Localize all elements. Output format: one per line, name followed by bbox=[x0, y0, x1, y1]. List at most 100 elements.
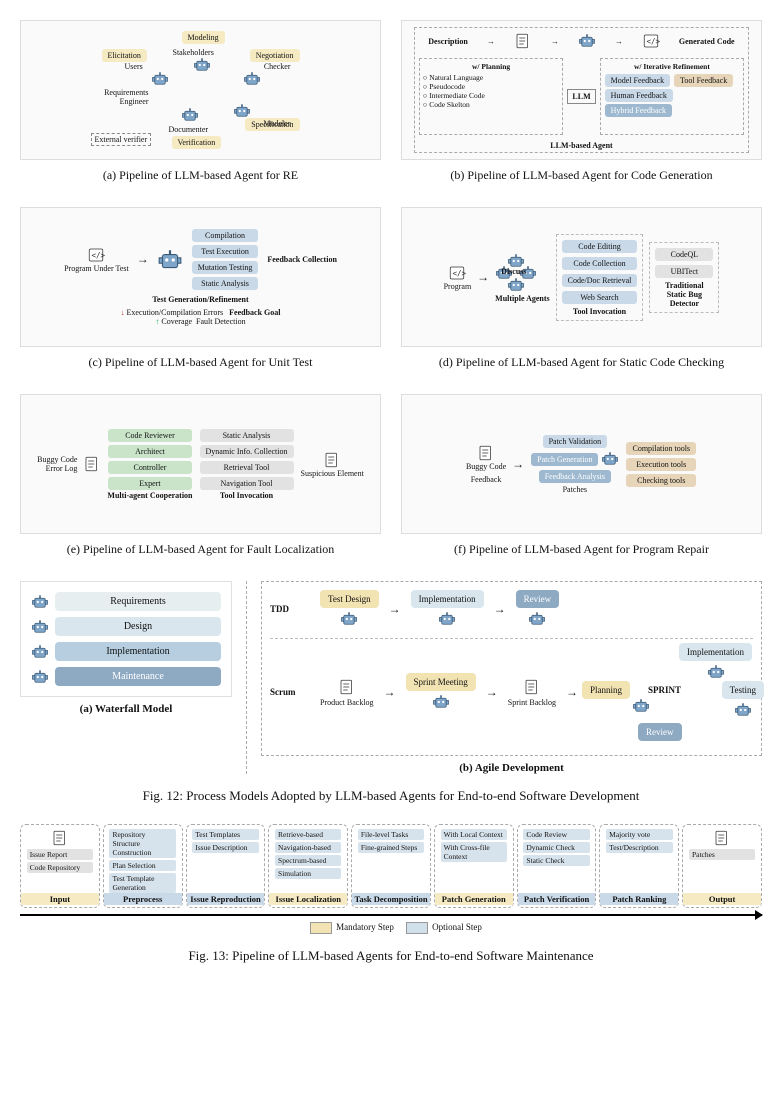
pipeline-step-title: Patch Generation bbox=[435, 893, 513, 905]
tdd-step: Test Design bbox=[320, 590, 379, 608]
pipeline-step: Majority voteTest/DescriptionPatch Ranki… bbox=[599, 824, 679, 908]
pipeline-item: With Local Context bbox=[441, 829, 507, 840]
robot-icon bbox=[528, 610, 546, 628]
robot-icon bbox=[31, 668, 49, 686]
scrum-step: Sprint Meeting bbox=[406, 673, 476, 691]
re-role: Documenter bbox=[169, 125, 209, 134]
panel-caption: (d) Pipeline of LLM-based Agent for Stat… bbox=[401, 355, 762, 370]
robot-icon bbox=[432, 693, 450, 711]
pipeline-item: Code Review bbox=[523, 829, 589, 840]
pipeline-step-title: Patch Ranking bbox=[600, 893, 678, 905]
refine-title: w/ Iterative Refinement bbox=[604, 62, 741, 71]
pipeline-step-title: Issue Localization bbox=[269, 893, 347, 905]
fig12: Requirements Design Implementation Maint… bbox=[20, 581, 762, 774]
robot-icon bbox=[578, 32, 596, 50]
tdd-step: Review bbox=[516, 590, 560, 608]
code-icon bbox=[87, 246, 105, 264]
label: Feedback Collection bbox=[267, 255, 337, 264]
feedback-item: Compilation bbox=[192, 229, 259, 242]
sprint-step: Review bbox=[638, 723, 682, 741]
pipeline-step-title: Preprocess bbox=[104, 893, 182, 905]
pipeline-item: Navigation-based bbox=[275, 842, 341, 853]
robot-icon bbox=[233, 102, 251, 120]
label: Patches bbox=[563, 485, 587, 494]
tool-item: Dynamic Info. Collection bbox=[200, 445, 294, 458]
label: Sprint Backlog bbox=[508, 698, 556, 707]
label: Scrum bbox=[270, 687, 310, 697]
tool-item: Execution tools bbox=[626, 458, 696, 471]
re-role: Stakeholders bbox=[173, 48, 214, 57]
legend-optional: Optional Step bbox=[432, 922, 482, 932]
label: Test Generation/Refinement bbox=[152, 295, 248, 304]
robot-icon bbox=[31, 643, 49, 661]
robot-icon bbox=[151, 70, 169, 88]
tool-item: Navigation Tool bbox=[200, 477, 294, 490]
sprint-step: Testing bbox=[722, 681, 764, 699]
panel-f: Buggy Code Feedback → Patch Validation P… bbox=[401, 394, 762, 571]
legend-mandatory: Mandatory Step bbox=[336, 922, 394, 932]
refine-item: Model Feedback bbox=[605, 74, 671, 87]
label: Program bbox=[444, 282, 472, 291]
robot-icon bbox=[31, 618, 49, 636]
pipeline-item: Plan Selection bbox=[109, 860, 175, 871]
input-label: Buggy Code bbox=[37, 455, 77, 464]
panel-c: Program Under Test → Compilation Test Ex… bbox=[20, 207, 381, 384]
label: Multiple Agents bbox=[495, 294, 549, 303]
label: Program Under Test bbox=[64, 264, 129, 273]
refine-item: Hybrid Feedback bbox=[605, 104, 672, 117]
goal-good: Fault Detection bbox=[196, 317, 246, 326]
label: Tool Invocation bbox=[199, 491, 295, 500]
label: TDD bbox=[270, 604, 310, 614]
pipeline-panels: Modeling Negotiation Specification Verif… bbox=[20, 20, 762, 571]
role-item: Expert bbox=[108, 477, 191, 490]
role-item: Code Reviewer bbox=[108, 429, 191, 442]
panel-caption: (a) Pipeline of LLM-based Agent for RE bbox=[20, 168, 381, 183]
label: Buggy Code bbox=[466, 462, 506, 471]
pipeline-step-title: Input bbox=[21, 893, 99, 905]
pipeline-step-title: Patch Verification bbox=[518, 893, 596, 905]
re-stage: Elicitation bbox=[102, 49, 147, 62]
tool-item: Retrieval Tool bbox=[200, 461, 294, 474]
pipeline-step: Repository Structure Construction Plan Se… bbox=[103, 824, 183, 908]
re-role: Checker bbox=[264, 62, 291, 71]
subcaption: (a) Waterfall Model bbox=[20, 703, 232, 715]
pipeline-step: Retrieve-basedNavigation-basedSpectrum-b… bbox=[268, 824, 348, 908]
re-role: Requirements Engineer bbox=[99, 88, 149, 106]
robot-icon bbox=[707, 663, 725, 681]
doc-icon bbox=[713, 829, 731, 847]
doc-icon bbox=[83, 455, 101, 473]
pipeline-item: Simulation bbox=[275, 868, 341, 879]
role-item: Controller bbox=[108, 461, 191, 474]
doc-icon bbox=[323, 451, 341, 469]
pipeline-step: File-level TasksFine-grained StepsTask D… bbox=[351, 824, 431, 908]
doc-icon bbox=[477, 444, 495, 462]
tdd-step: Implementation bbox=[411, 590, 484, 608]
re-stage: Verification bbox=[172, 136, 222, 149]
robot-icon bbox=[157, 247, 183, 273]
stage-item: Patch Validation bbox=[543, 435, 608, 448]
pipeline-step-title: Output bbox=[683, 893, 761, 905]
robot-icon bbox=[181, 106, 199, 124]
subcaption: (b) Agile Development bbox=[261, 762, 762, 774]
pipeline-item: Repository Structure Construction bbox=[109, 829, 175, 858]
label: Suspicious Element bbox=[301, 469, 364, 478]
planning-item: Pseudocode bbox=[429, 82, 465, 91]
planning-title: w/ Planning bbox=[423, 62, 560, 71]
re-stage: Modeling bbox=[182, 31, 225, 44]
pipeline-step-title: Issue Reproduction bbox=[187, 893, 265, 905]
doc-icon bbox=[514, 32, 532, 50]
panel-caption: (b) Pipeline of LLM-based Agent for Code… bbox=[401, 168, 762, 183]
role-item: Architect bbox=[108, 445, 191, 458]
pipeline-item: Majority vote bbox=[606, 829, 672, 840]
planning-item: Natural Language bbox=[429, 73, 483, 82]
label: Description bbox=[428, 37, 468, 46]
label: Tool Invocation bbox=[561, 307, 639, 316]
robot-icon bbox=[193, 56, 211, 74]
label: Traditional Static Bug Detector bbox=[654, 281, 714, 308]
robot-icon bbox=[632, 697, 650, 715]
sprint-step: Implementation bbox=[679, 643, 752, 661]
tool-item: Web Search bbox=[562, 291, 638, 304]
robot-icon bbox=[734, 701, 752, 719]
robot-icon bbox=[601, 450, 619, 468]
planning-item: Intermediate Code bbox=[429, 91, 485, 100]
